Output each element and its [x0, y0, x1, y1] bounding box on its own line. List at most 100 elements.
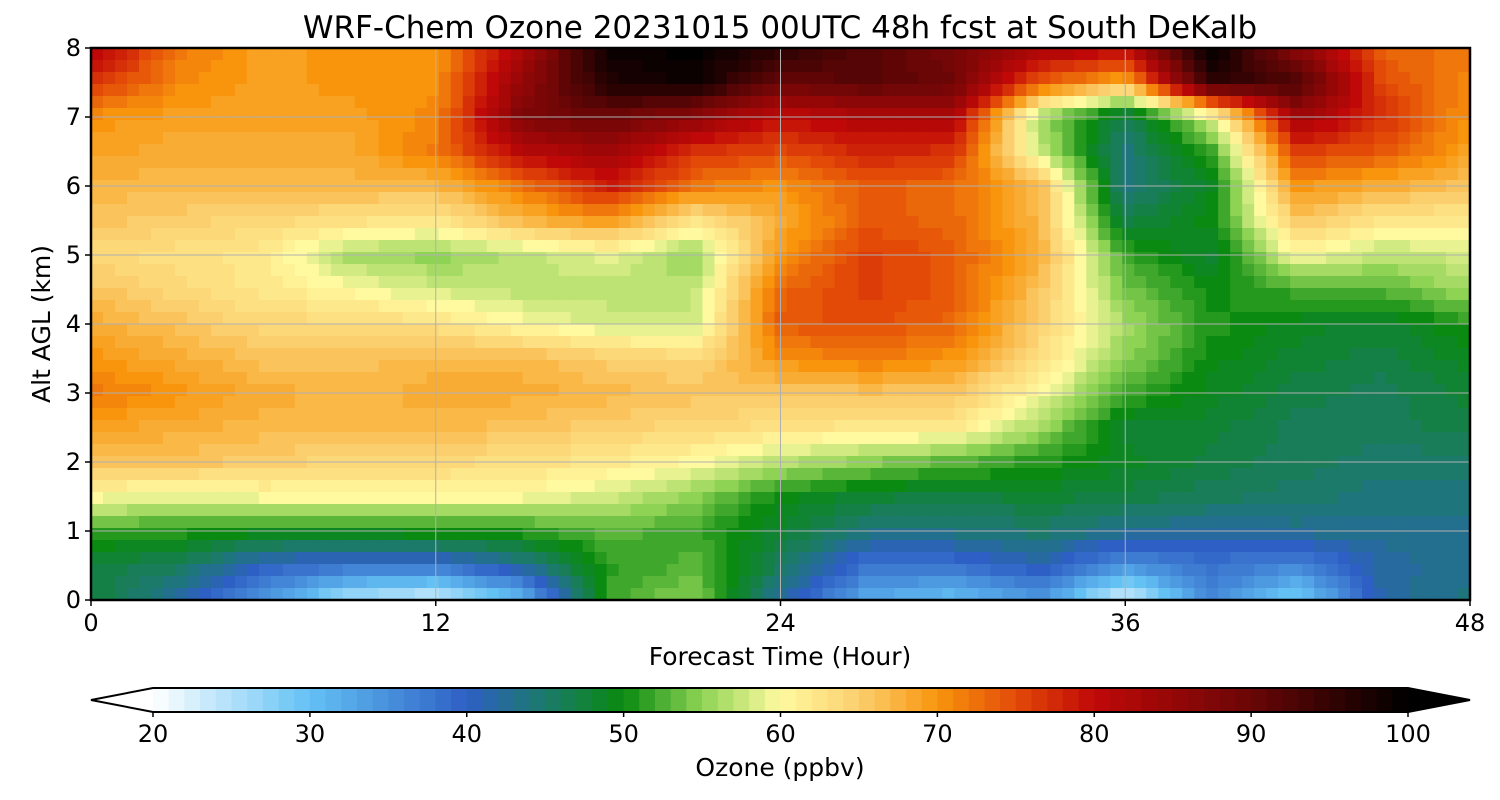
heatmap-cell — [1362, 72, 1375, 85]
heatmap-cell — [522, 252, 536, 265]
heatmap-cell — [810, 480, 824, 493]
heatmap-cell — [330, 96, 344, 109]
heatmap-cell — [702, 240, 716, 253]
heatmap-cell — [390, 96, 404, 109]
heatmap-cell — [822, 132, 836, 145]
heatmap-cell — [174, 432, 188, 445]
heatmap-cell — [1110, 516, 1123, 529]
heatmap-cell — [174, 48, 188, 61]
heatmap-cell — [894, 72, 908, 85]
heatmap-cell — [1110, 276, 1123, 289]
heatmap-cell — [510, 384, 524, 397]
heatmap-cell — [822, 216, 836, 229]
heatmap-cell — [810, 324, 824, 337]
heatmap-cell — [1254, 432, 1267, 445]
heatmap-cell — [1302, 312, 1315, 325]
heatmap-cell — [978, 384, 991, 397]
heatmap-cell — [834, 132, 848, 145]
heatmap-cell — [546, 228, 560, 241]
heatmap-cell — [918, 72, 931, 85]
heatmap-cell — [990, 420, 1003, 433]
heatmap-cell — [1266, 60, 1279, 73]
heatmap-cell — [1398, 48, 1411, 61]
heatmap-cell — [930, 84, 943, 97]
heatmap-cell — [1326, 516, 1339, 529]
heatmap-cell — [258, 108, 272, 121]
heatmap-cell — [174, 132, 188, 145]
heatmap-cell — [390, 432, 404, 445]
heatmap-cell — [366, 216, 380, 229]
heatmap-cell — [150, 516, 164, 529]
heatmap-cell — [1170, 252, 1183, 265]
heatmap-cell — [426, 276, 440, 289]
heatmap-cell — [318, 540, 332, 553]
heatmap-cell — [258, 216, 272, 229]
heatmap-cell — [1326, 60, 1339, 73]
heatmap-cell — [1194, 48, 1207, 61]
heatmap-cell — [858, 120, 872, 133]
heatmap-cell — [522, 168, 536, 181]
heatmap-cell — [1122, 480, 1135, 493]
heatmap-cell — [942, 528, 955, 541]
heatmap-cell — [1458, 60, 1471, 73]
heatmap-cell — [294, 516, 308, 529]
heatmap-cell — [270, 552, 284, 565]
heatmap-cell — [606, 468, 620, 481]
heatmap-cell — [1266, 276, 1279, 289]
heatmap-cell — [270, 96, 284, 109]
heatmap-cell — [330, 48, 344, 61]
heatmap-cell — [738, 384, 752, 397]
heatmap-cell — [1374, 132, 1387, 145]
heatmap-cell — [1098, 216, 1111, 229]
heatmap-cell — [942, 252, 955, 265]
heatmap-cell — [402, 468, 416, 481]
heatmap-cell — [474, 84, 488, 97]
heatmap-cell — [1374, 276, 1387, 289]
heatmap-cell — [402, 444, 416, 457]
heatmap-cell — [1218, 528, 1231, 541]
heatmap-cell — [1194, 300, 1207, 313]
heatmap-cell — [1386, 60, 1399, 73]
heatmap-cell — [270, 504, 284, 517]
heatmap-cell — [342, 444, 356, 457]
heatmap-cell — [582, 252, 596, 265]
heatmap-cell — [1422, 156, 1435, 169]
heatmap-cell — [318, 72, 332, 85]
heatmap-cell — [1314, 84, 1327, 97]
heatmap-cell — [294, 336, 308, 349]
heatmap-cell — [1350, 360, 1363, 373]
heatmap-cell — [714, 516, 728, 529]
heatmap-cell — [618, 228, 632, 241]
heatmap-cell — [1074, 132, 1087, 145]
heatmap-cell — [1266, 396, 1279, 409]
heatmap-cell — [1038, 48, 1051, 61]
heatmap-cell — [750, 108, 764, 121]
heatmap-cell — [462, 132, 476, 145]
heatmap-cell — [762, 504, 776, 517]
heatmap-cell — [630, 444, 644, 457]
heatmap-cell — [1038, 192, 1051, 205]
heatmap-cell — [822, 276, 836, 289]
heatmap-cell — [1050, 276, 1063, 289]
heatmap-cell — [726, 360, 740, 373]
heatmap-cell — [1086, 420, 1099, 433]
heatmap-cell — [534, 288, 548, 301]
heatmap-cell — [678, 480, 692, 493]
heatmap-cell — [678, 252, 692, 265]
heatmap-cell — [534, 312, 548, 325]
heatmap-cell — [510, 420, 524, 433]
heatmap-cell — [1254, 84, 1267, 97]
heatmap-cell — [318, 168, 332, 181]
heatmap-cell — [450, 468, 464, 481]
heatmap-cell — [990, 204, 1003, 217]
heatmap-cell — [750, 360, 764, 373]
heatmap-cell — [870, 60, 884, 73]
heatmap-cell — [702, 564, 716, 577]
heatmap-cell — [1122, 396, 1135, 409]
heatmap-cell — [1362, 372, 1375, 385]
heatmap-cell — [534, 108, 548, 121]
heatmap-cell — [762, 336, 776, 349]
heatmap-cell — [678, 300, 692, 313]
heatmap-cell — [270, 528, 284, 541]
heatmap-cell — [702, 540, 716, 553]
